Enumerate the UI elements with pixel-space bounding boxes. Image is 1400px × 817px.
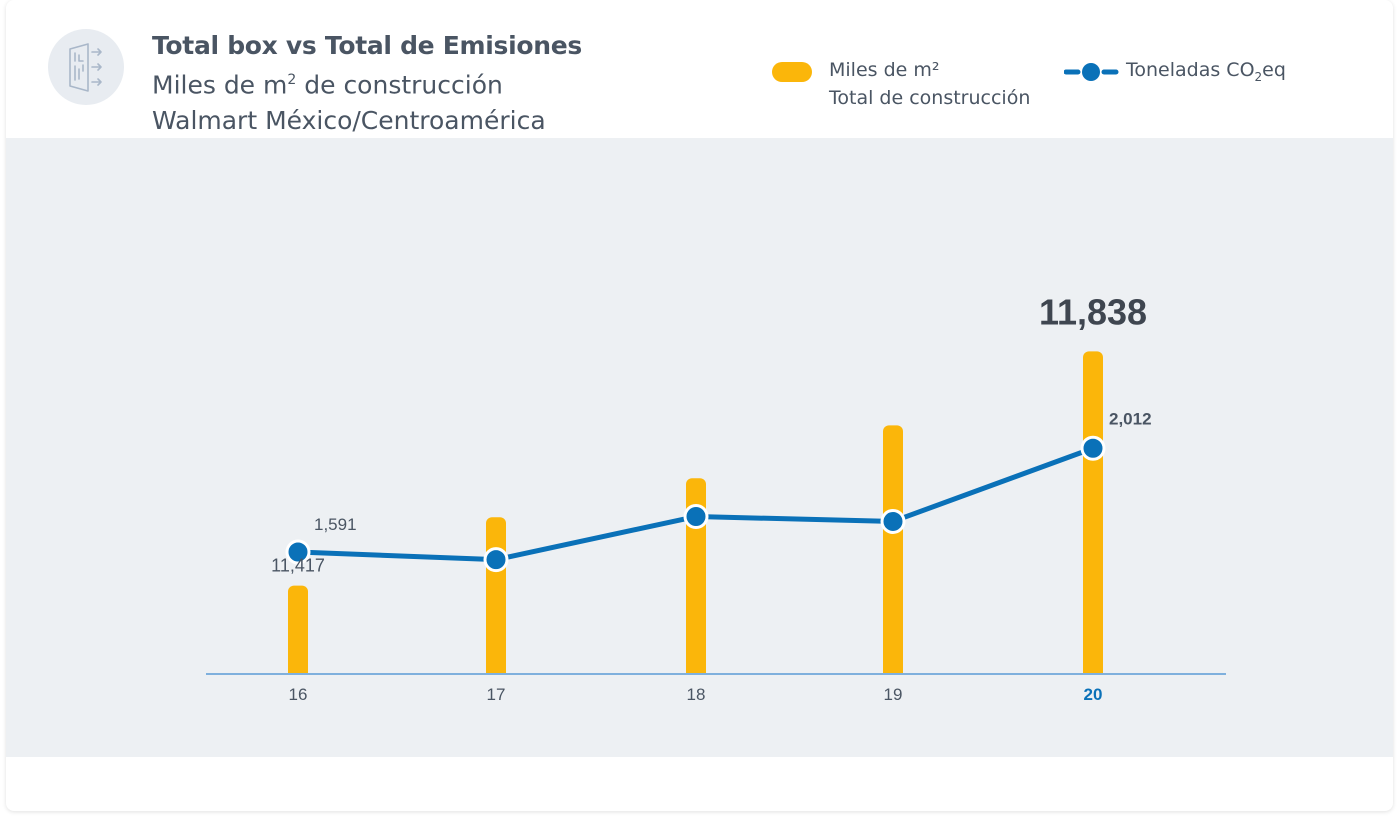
bar-value-label-16: 11,417	[271, 556, 325, 576]
bar-base-18	[686, 663, 706, 675]
line-value-label-20: 2,012	[1109, 409, 1152, 428]
chart-title: Total box vs Total de Emisiones	[152, 31, 582, 60]
bar-base-20	[1083, 663, 1103, 675]
bar-value-label-20: 11,838	[1039, 291, 1147, 332]
subtitle-text-a: Miles de m	[152, 70, 288, 100]
x-tick-label-18: 18	[687, 685, 706, 704]
subtitle-superscript: 2	[287, 72, 297, 88]
line-value-label-16: 1,591	[314, 515, 357, 534]
plot-area: 16 17 18 19 20 11,417 11,838 1,591 2,012	[6, 138, 1393, 757]
emissions-point-17	[483, 547, 509, 573]
emissions-point-16	[285, 539, 311, 565]
legend-bar-label: Miles de m² Total de construcción	[829, 56, 1030, 112]
bar-19	[883, 425, 903, 675]
bar-base-16	[288, 663, 308, 675]
bar-base-17	[486, 663, 506, 675]
titles: Total box vs Total de Emisiones Miles de…	[152, 30, 582, 139]
door-exit-icon	[48, 29, 124, 105]
x-tick-label-16: 16	[289, 685, 308, 704]
legend-line-text-b: eq	[1262, 59, 1286, 81]
emissions-point-18	[683, 504, 709, 530]
chart-subtitle-line2: Walmart México/Centroamérica	[152, 106, 546, 136]
x-tick-label-19: 19	[884, 685, 903, 704]
legend-line-swatch	[1064, 63, 1119, 81]
subtitle-text-b: de construcción	[296, 70, 503, 100]
bar-base-19	[883, 663, 903, 675]
x-tick-label-17: 17	[487, 685, 506, 704]
legend-bar-swatch	[772, 62, 812, 82]
legend-bar-label-line2: Total de construcción	[829, 87, 1031, 109]
chart-svg: 16 17 18 19 20 11,417 11,838 1,591 2,012	[206, 291, 1226, 704]
legend-line-label: Toneladas CO2eq	[1126, 56, 1286, 91]
x-tick-label-20: 20	[1084, 685, 1103, 704]
chart-header: Total box vs Total de Emisiones Miles de…	[6, 0, 1393, 138]
legend-line-sub: 2	[1254, 69, 1263, 84]
bar-20	[1083, 351, 1103, 675]
bar-16	[288, 585, 308, 675]
emissions-point-20	[1080, 435, 1106, 461]
emissions-point-19	[880, 508, 906, 534]
bar-17	[486, 517, 506, 675]
legend-bar-label-line1: Miles de m²	[829, 59, 940, 81]
chart-subtitle-line1: Miles de m2 de construcción	[152, 62, 582, 103]
chart-card: Total box vs Total de Emisiones Miles de…	[6, 0, 1393, 811]
legend-line-text-a: Toneladas CO	[1126, 59, 1255, 81]
